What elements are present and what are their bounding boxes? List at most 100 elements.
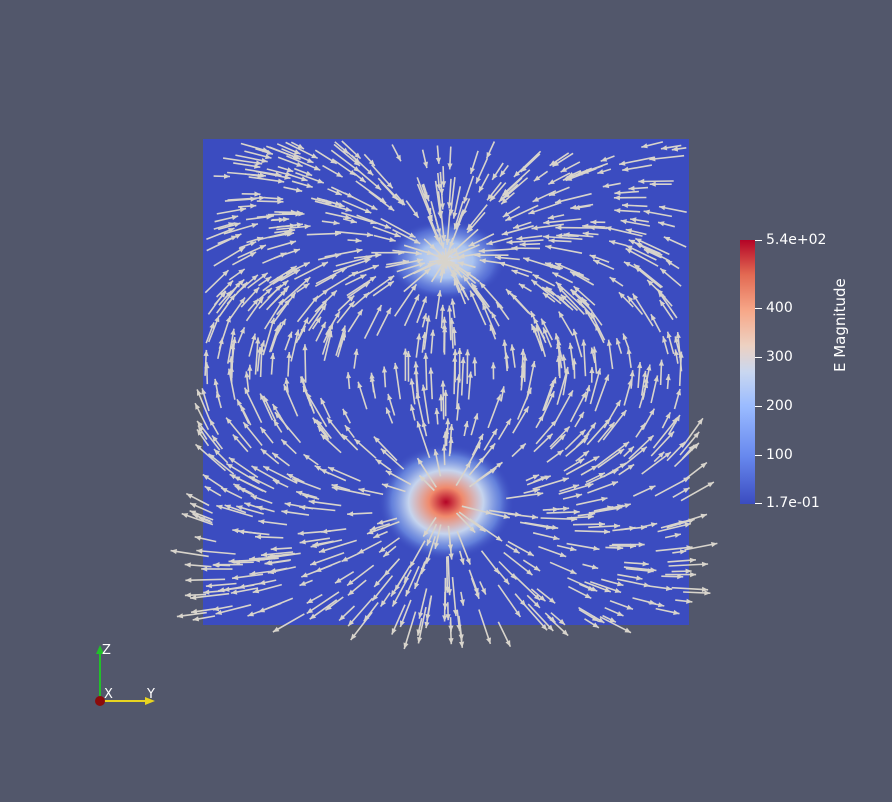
arrow-head (234, 233, 242, 239)
arrow-head (647, 435, 654, 442)
arrow-head (287, 231, 295, 237)
arrow-head (357, 548, 365, 554)
arrow-head (212, 435, 218, 442)
arrow-head (560, 167, 568, 173)
arrow-head (688, 518, 695, 524)
arrow-head (318, 547, 326, 553)
arrow-head (250, 203, 257, 209)
arrow-head (345, 206, 352, 212)
arrow-head (495, 535, 503, 542)
arrow-head (450, 298, 456, 305)
arrow-glyph (451, 577, 457, 617)
arrow-head (452, 251, 459, 257)
arrow-head (638, 178, 645, 184)
arrow-head (577, 458, 585, 464)
arrow-head (611, 481, 618, 487)
arrow-head (533, 488, 540, 494)
arrow-head (502, 211, 510, 217)
arrow-head (557, 286, 564, 293)
arrow-head (387, 275, 395, 282)
arrow-head (700, 462, 707, 469)
arrow-head (476, 177, 481, 184)
arrow-head (376, 305, 382, 312)
arrow-glyph (434, 180, 442, 219)
arrow-head (281, 509, 288, 515)
arrow-head (657, 602, 665, 608)
arrow-head (331, 483, 338, 489)
arrow-head (595, 324, 601, 331)
arrow-head (409, 232, 416, 238)
arrow-glyph (196, 420, 221, 451)
arrow-glyph (596, 441, 630, 467)
arrow-head (283, 384, 289, 391)
arrow-head (608, 422, 615, 429)
arrow-head (441, 235, 447, 242)
arrow-glyph (543, 235, 583, 240)
arrow-head (379, 197, 387, 204)
arrow-head (308, 499, 315, 505)
arrow-head (218, 337, 224, 345)
arrow-glyph (497, 584, 522, 618)
arrow-head (555, 263, 562, 268)
arrow-head (616, 611, 624, 616)
arrow-glyph (582, 339, 587, 377)
arrow-head (303, 454, 310, 460)
arrow-head (250, 196, 257, 202)
arrow-head (409, 404, 415, 411)
arrow-head (424, 268, 431, 275)
colorbar-tick (755, 308, 762, 309)
arrow-glyph (503, 551, 533, 576)
arrow-head (559, 434, 566, 441)
arrow-head (625, 228, 633, 234)
arrow-head (441, 316, 447, 323)
arrow-head (587, 585, 595, 591)
arrow-head (506, 289, 512, 296)
arrow-head (203, 589, 210, 595)
arrow-head (270, 546, 277, 552)
arrow-head (533, 326, 538, 333)
arrow-head (261, 272, 268, 279)
arrow-glyph (362, 275, 395, 299)
arrow-glyph (394, 362, 402, 400)
colorbar-tick (755, 406, 762, 407)
arrow-head (464, 349, 471, 356)
x-axis-label: X (104, 687, 113, 702)
arrow-head (541, 624, 548, 631)
arrow-head (451, 327, 457, 334)
arrow-head (220, 291, 227, 298)
arrow-glyph (341, 211, 377, 225)
arrow-head (381, 366, 388, 373)
arrow-head (577, 299, 584, 306)
arrow-head (214, 315, 220, 323)
arrow-head (520, 348, 526, 355)
arrow-head (176, 613, 184, 619)
arrow-head (572, 484, 580, 490)
arrow-head (663, 236, 671, 242)
arrow-head (704, 590, 711, 596)
arrow-head (438, 254, 445, 260)
arrow-head (609, 277, 617, 283)
arrow-head (419, 475, 426, 482)
arrow-head (513, 170, 520, 177)
arrow-head (548, 238, 555, 244)
arrow-head (310, 560, 317, 566)
arrow-head (555, 225, 562, 231)
arrow-head (501, 198, 508, 205)
arrow-head (554, 333, 560, 340)
arrow-glyph (553, 390, 574, 425)
arrow-glyph (285, 141, 319, 160)
arrow-glyph (589, 368, 601, 405)
arrow-head (353, 160, 360, 166)
arrow-head (312, 417, 319, 424)
arrow-head (421, 384, 427, 391)
arrow-glyph (299, 376, 315, 412)
arrow-head (479, 282, 486, 289)
arrow-head (367, 529, 374, 535)
arrow-head (587, 514, 594, 520)
arrow-head (478, 248, 485, 254)
arrow-head (441, 181, 447, 188)
arrow-head (546, 286, 553, 293)
arrow-head (233, 484, 240, 490)
